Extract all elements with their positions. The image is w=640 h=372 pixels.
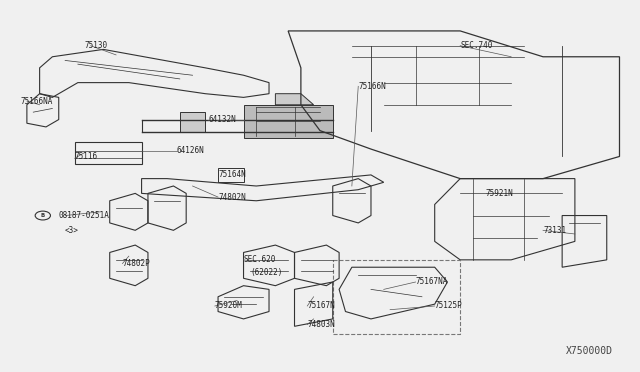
Text: 75167N: 75167N [307, 301, 335, 311]
Text: 75920M: 75920M [215, 301, 243, 311]
Text: B: B [41, 213, 45, 218]
Text: 75116: 75116 [75, 152, 98, 161]
Text: 75167NA: 75167NA [415, 278, 448, 286]
Text: 64126N: 64126N [177, 147, 204, 155]
Text: 75166NA: 75166NA [20, 97, 53, 106]
Text: <3>: <3> [65, 226, 79, 235]
Polygon shape [275, 94, 314, 105]
Text: SEC.620: SEC.620 [244, 255, 276, 264]
Text: (62022): (62022) [250, 268, 282, 277]
Polygon shape [244, 105, 333, 138]
Text: 75166N: 75166N [358, 82, 386, 91]
Text: 74802P: 74802P [122, 259, 150, 268]
Text: X750000D: X750000D [566, 346, 613, 356]
Text: 73131: 73131 [543, 226, 566, 235]
Text: 75125P: 75125P [435, 301, 463, 311]
Text: 75130: 75130 [84, 41, 108, 50]
Text: 74802N: 74802N [218, 193, 246, 202]
Text: 08187-0251A: 08187-0251A [59, 211, 109, 220]
Text: 75164N: 75164N [218, 170, 246, 179]
Text: SEC.740: SEC.740 [460, 41, 493, 50]
Text: 75921N: 75921N [486, 189, 513, 198]
Text: 74803N: 74803N [307, 320, 335, 329]
Text: 64132N: 64132N [209, 115, 236, 124]
Polygon shape [180, 112, 205, 132]
